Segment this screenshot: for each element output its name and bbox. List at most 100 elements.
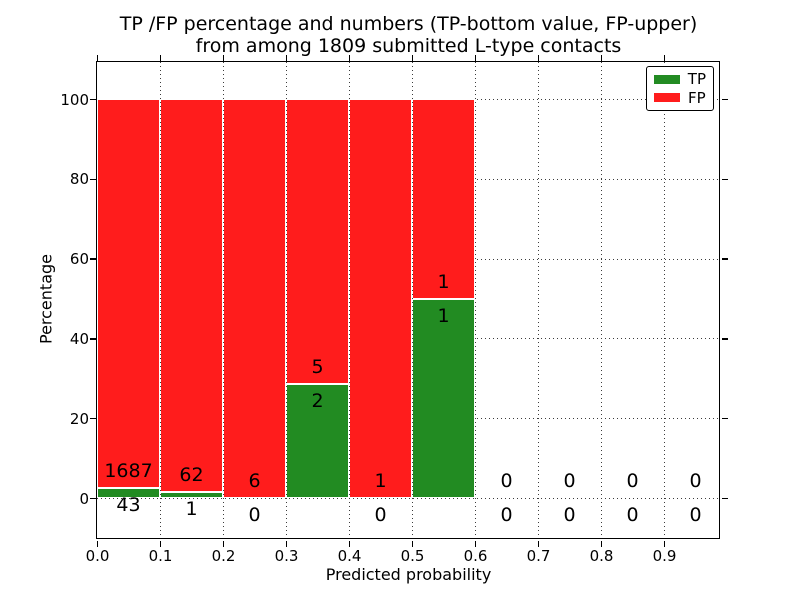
x-tick xyxy=(537,54,540,61)
y-tick xyxy=(721,98,728,101)
fp-count-label: 6 xyxy=(248,470,261,492)
bar-segment-tp xyxy=(412,298,475,498)
bar-segment-fp xyxy=(160,99,223,492)
x-tick-label: 0.0 xyxy=(85,547,110,565)
y-tick xyxy=(721,258,728,260)
bar-segment-fp xyxy=(412,99,475,299)
tp-count-label: 0 xyxy=(689,504,702,526)
fp-count-label: 0 xyxy=(626,470,639,492)
fp-count-label: 0 xyxy=(563,470,576,492)
y-tick xyxy=(721,338,728,340)
tp-count-label: 0 xyxy=(626,504,639,526)
x-tick xyxy=(348,540,351,547)
x-tick-label: 0.7 xyxy=(526,547,551,565)
x-tick-label: 0.2 xyxy=(211,547,236,565)
y-tick xyxy=(89,497,96,500)
chart-title-line1: TP /FP percentage and numbers (TP-bottom… xyxy=(119,13,698,35)
x-tick-label: 0.3 xyxy=(274,547,299,565)
v-gridline xyxy=(412,62,413,538)
x-tick xyxy=(159,540,162,547)
tp-count-label: 0 xyxy=(248,504,261,526)
v-gridline xyxy=(286,62,287,538)
tp-swatch-icon xyxy=(654,74,680,84)
fp-count-label: 0 xyxy=(500,470,513,492)
fp-count-label: 1687 xyxy=(104,460,153,483)
x-axis-label: Predicted probability xyxy=(325,565,492,584)
tp-count-label: 1 xyxy=(437,304,450,327)
x-tick xyxy=(285,540,288,547)
fp-count-label: 62 xyxy=(179,463,204,486)
legend: TP FP xyxy=(646,66,714,111)
x-tick xyxy=(474,540,477,547)
v-gridline xyxy=(349,62,350,538)
legend-label-tp: TP xyxy=(687,70,706,89)
y-tick-label: 40 xyxy=(69,329,89,348)
x-tick xyxy=(96,54,99,61)
y-tick xyxy=(89,338,96,340)
x-tick xyxy=(600,540,603,547)
x-tick xyxy=(537,540,540,547)
fp-count-label: 1 xyxy=(374,470,387,492)
x-tick xyxy=(663,54,666,61)
x-tick xyxy=(411,540,414,547)
x-tick-label: 0.1 xyxy=(148,547,173,565)
x-tick xyxy=(600,54,603,61)
v-gridline xyxy=(664,62,665,538)
y-tick xyxy=(89,258,96,260)
x-tick xyxy=(411,54,414,61)
legend-entry-fp: FP xyxy=(654,90,706,106)
fp-count-label: 0 xyxy=(689,470,702,492)
bar-segment-fp xyxy=(97,99,160,489)
y-tick-label: 60 xyxy=(69,250,89,269)
tp-count-label: 0 xyxy=(500,504,513,526)
x-tick xyxy=(348,54,351,61)
legend-entry-tp: TP xyxy=(654,71,706,87)
legend-label-fp: FP xyxy=(688,88,706,107)
y-tick xyxy=(721,497,728,500)
tp-count-label: 43 xyxy=(116,494,141,517)
x-tick xyxy=(222,540,225,547)
y-tick-label: 80 xyxy=(69,170,89,189)
chart-title-line2: from among 1809 submitted L-type contact… xyxy=(195,35,622,57)
x-tick xyxy=(474,54,477,61)
x-tick xyxy=(159,54,162,61)
y-tick-label: 0 xyxy=(79,489,89,508)
y-tick xyxy=(89,98,96,101)
y-tick xyxy=(721,417,728,420)
x-tick xyxy=(663,540,666,547)
bar-segment-fp xyxy=(286,99,349,384)
x-tick-label: 0.4 xyxy=(337,547,362,565)
x-tick-label: 0.6 xyxy=(463,547,488,565)
v-gridline xyxy=(223,62,224,538)
x-tick xyxy=(285,54,288,61)
y-tick-label: 100 xyxy=(60,90,89,109)
x-tick-label: 0.9 xyxy=(652,547,677,565)
h-gridline xyxy=(97,498,719,499)
bar-segment-tp xyxy=(97,488,160,498)
x-tick-label: 0.5 xyxy=(400,547,425,565)
bar-segment-tp xyxy=(286,384,349,498)
y-tick xyxy=(721,178,728,181)
tp-count-label: 0 xyxy=(563,504,576,526)
plot-area: 1687 43 62 1 6 0 5 2 1 0 1 1 0 0 0 0 0 0 0 0 xyxy=(96,61,720,539)
fp-swatch-icon xyxy=(654,93,680,103)
x-tick xyxy=(96,540,99,547)
y-tick xyxy=(89,178,96,181)
v-gridline xyxy=(538,62,539,538)
fp-count-label: 1 xyxy=(437,270,450,293)
v-gridline xyxy=(160,62,161,538)
bar-segment-fp xyxy=(223,99,286,498)
fp-count-label: 5 xyxy=(311,356,324,378)
tp-count-label: 2 xyxy=(311,390,324,412)
bar-segment-fp xyxy=(349,99,412,498)
tp-count-label: 0 xyxy=(374,504,387,526)
v-gridline xyxy=(601,62,602,538)
x-tick xyxy=(222,54,225,61)
x-tick-label: 0.8 xyxy=(589,547,614,565)
y-tick xyxy=(89,417,96,420)
chart-title: TP /FP percentage and numbers (TP-bottom… xyxy=(96,13,721,57)
tp-count-label: 1 xyxy=(185,497,198,520)
y-tick-label: 20 xyxy=(69,409,89,428)
v-gridline xyxy=(475,62,476,538)
